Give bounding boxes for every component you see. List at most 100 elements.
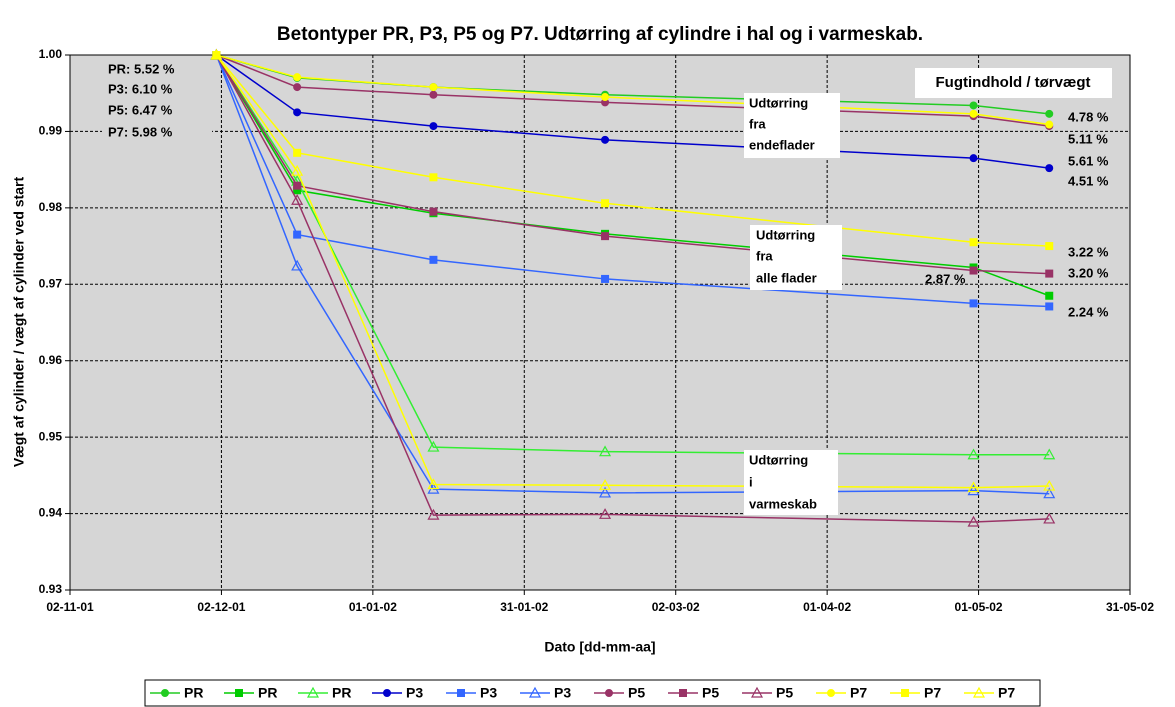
marker xyxy=(599,445,612,457)
plot-area xyxy=(69,54,1131,591)
legend-label: P5 xyxy=(702,685,719,701)
annotation: alle flader xyxy=(756,270,817,285)
marker xyxy=(969,109,978,118)
marker xyxy=(235,689,243,697)
marker xyxy=(967,484,980,496)
marker xyxy=(969,154,978,163)
x-tick-label: 01-05-02 xyxy=(955,600,1003,614)
annotation: fra xyxy=(749,116,766,131)
annotation: 2.24 % xyxy=(1068,304,1109,319)
x-tick-label: 02-12-01 xyxy=(197,600,245,614)
legend-label: P3 xyxy=(554,685,571,701)
marker xyxy=(901,689,909,697)
marker xyxy=(599,486,612,498)
annotation: P5: 6.47 % xyxy=(108,102,173,117)
x-tick-label: 01-04-02 xyxy=(803,600,851,614)
marker xyxy=(291,259,304,271)
y-tick-label: 0.98 xyxy=(39,200,63,214)
marker xyxy=(1045,302,1054,311)
marker xyxy=(601,135,610,144)
x-tick-label: 31-01-02 xyxy=(500,600,548,614)
annotation: varmeskab xyxy=(749,496,817,511)
series-line xyxy=(215,54,1050,308)
x-tick-label: 02-03-02 xyxy=(652,600,700,614)
marker xyxy=(1045,269,1054,278)
annotation: fra xyxy=(756,248,773,263)
annotation: 5.61 % xyxy=(1068,153,1109,168)
marker xyxy=(429,173,438,182)
legend-label: PR xyxy=(258,685,277,701)
y-tick-label: 0.99 xyxy=(39,124,63,138)
annotation: 3.22 % xyxy=(1068,244,1109,259)
marker xyxy=(457,689,465,697)
marker xyxy=(427,478,440,490)
marker xyxy=(293,108,302,117)
series-line xyxy=(216,54,1050,126)
legend-label: P5 xyxy=(628,685,645,701)
legend-label: P3 xyxy=(480,685,497,701)
series-group xyxy=(210,48,1056,527)
legend-entries: PR PR PR P3 P3 P3 P5 P5 P5 P7 P7 P7 xyxy=(150,685,1015,701)
marker xyxy=(427,508,440,520)
series-line xyxy=(215,54,1050,523)
annotation: i xyxy=(749,474,753,489)
annotation: P7: 5.98 % xyxy=(108,124,173,139)
marker xyxy=(429,83,438,92)
y-axis-label: Vægt af cylinder / vægt af cylinder ved … xyxy=(11,177,27,468)
marker xyxy=(972,686,986,698)
marker xyxy=(969,238,978,247)
marker xyxy=(293,230,302,239)
y-tick-label: 0.95 xyxy=(39,429,63,443)
legend-label: P3 xyxy=(406,685,423,701)
marker xyxy=(827,689,835,697)
marker xyxy=(601,274,610,283)
x-axis-label: Dato [dd-mm-aa] xyxy=(544,639,655,655)
legend-label: P7 xyxy=(850,685,867,701)
marker xyxy=(969,101,978,110)
annotation-box xyxy=(750,225,842,290)
marker xyxy=(293,148,302,157)
annotation: Udtørring xyxy=(756,227,815,242)
series-line xyxy=(215,54,1050,495)
marker xyxy=(1045,120,1054,129)
header-box xyxy=(915,68,1112,98)
grid xyxy=(65,54,1131,595)
marker xyxy=(1045,291,1054,300)
box-varmeskab: Udtørring i varmeskab xyxy=(744,450,838,515)
marker xyxy=(1043,487,1056,499)
legend-label: P5 xyxy=(776,685,793,701)
y-tick-label: 1.00 xyxy=(39,47,63,61)
annotation-box xyxy=(744,93,840,158)
annotation: endeflader xyxy=(749,137,815,152)
series-line xyxy=(215,54,1050,275)
x-tick-label: 01-01-02 xyxy=(349,600,397,614)
marker xyxy=(1045,242,1054,251)
series-line xyxy=(215,54,1050,169)
marker xyxy=(967,481,980,493)
chart-title: Betontyper PR, P3, P5 og P7. Udtørring a… xyxy=(277,24,923,45)
marker xyxy=(1043,479,1056,491)
marker xyxy=(293,73,302,82)
x-tick-label: 31-05-02 xyxy=(1106,600,1154,614)
marker xyxy=(969,266,978,275)
legend-label: PR xyxy=(332,685,351,701)
annotation: PR: 5.52 % xyxy=(108,61,175,76)
series-line xyxy=(215,54,1050,456)
right-labels: 4.78 % 5.11 % 5.61 % 4.51 % 3.22 % 3.20 … xyxy=(925,109,1109,319)
marker xyxy=(429,255,438,264)
start-labels: PR: 5.52 % P3: 6.10 % P5: 6.47 % P7: 5.9… xyxy=(102,60,212,142)
annotation: 4.51 % xyxy=(1068,173,1109,188)
marker xyxy=(750,686,764,698)
marker xyxy=(528,686,542,698)
marker xyxy=(427,440,440,452)
box-alle-flader: Udtørring fra alle flader xyxy=(750,225,842,290)
marker xyxy=(291,164,304,176)
annotation: Fugtindhold / tørvægt xyxy=(936,74,1091,91)
y-tick-label: 0.97 xyxy=(39,276,63,290)
x-tick-label: 02-11-01 xyxy=(46,600,94,614)
marker xyxy=(161,689,169,697)
annotation: P3: 6.10 % xyxy=(108,81,173,96)
marker xyxy=(306,686,320,698)
legend-label: P7 xyxy=(998,685,1015,701)
